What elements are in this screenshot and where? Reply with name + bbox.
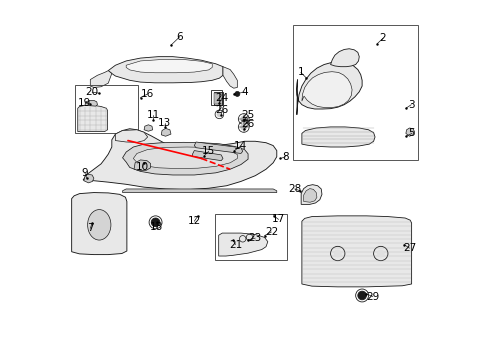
Polygon shape xyxy=(115,130,147,142)
Text: 13: 13 xyxy=(158,118,171,128)
Text: 12: 12 xyxy=(187,216,201,226)
Circle shape xyxy=(217,112,222,117)
Bar xyxy=(199,147,207,155)
Text: 28: 28 xyxy=(287,184,301,194)
Text: 17: 17 xyxy=(271,215,285,224)
Circle shape xyxy=(240,124,246,130)
Text: 29: 29 xyxy=(366,292,379,302)
Circle shape xyxy=(240,116,246,122)
Circle shape xyxy=(359,293,364,298)
Bar xyxy=(75,85,137,134)
Text: 24: 24 xyxy=(215,93,228,103)
Text: 22: 22 xyxy=(264,227,278,237)
Text: 21: 21 xyxy=(228,239,242,249)
Text: 15: 15 xyxy=(202,146,215,156)
Polygon shape xyxy=(161,129,171,136)
Text: 2: 2 xyxy=(379,33,386,43)
Polygon shape xyxy=(83,174,94,183)
Polygon shape xyxy=(218,233,267,256)
Text: 8: 8 xyxy=(282,152,288,162)
Polygon shape xyxy=(83,129,276,190)
Polygon shape xyxy=(72,193,126,255)
Text: 6: 6 xyxy=(176,32,183,41)
Text: 25: 25 xyxy=(241,111,254,121)
Text: 19: 19 xyxy=(78,98,91,108)
Polygon shape xyxy=(405,128,414,136)
Text: 23: 23 xyxy=(248,233,262,243)
Circle shape xyxy=(376,250,384,257)
Polygon shape xyxy=(301,72,351,108)
Polygon shape xyxy=(301,185,321,204)
Text: 20: 20 xyxy=(85,87,99,97)
Bar xyxy=(214,93,222,104)
Text: 5: 5 xyxy=(408,129,414,138)
Text: 9: 9 xyxy=(81,168,88,178)
Polygon shape xyxy=(296,62,362,115)
Polygon shape xyxy=(122,189,276,193)
Polygon shape xyxy=(108,57,223,83)
Circle shape xyxy=(153,220,158,225)
Circle shape xyxy=(333,250,341,257)
Polygon shape xyxy=(144,125,152,131)
Polygon shape xyxy=(303,189,316,202)
Text: 3: 3 xyxy=(407,100,414,110)
Text: 26: 26 xyxy=(241,120,254,129)
Text: 11: 11 xyxy=(146,111,160,121)
Circle shape xyxy=(234,91,239,96)
Polygon shape xyxy=(122,142,247,175)
Polygon shape xyxy=(301,127,374,147)
Polygon shape xyxy=(78,105,107,132)
Ellipse shape xyxy=(87,210,111,240)
Polygon shape xyxy=(126,59,212,73)
Text: 27: 27 xyxy=(402,243,415,253)
Polygon shape xyxy=(90,71,112,87)
Polygon shape xyxy=(85,100,97,106)
Text: 7: 7 xyxy=(87,224,93,233)
Text: 26: 26 xyxy=(215,105,228,115)
Text: 14: 14 xyxy=(234,141,247,151)
Text: 10: 10 xyxy=(136,162,148,172)
Polygon shape xyxy=(194,142,242,153)
Text: 16: 16 xyxy=(141,89,154,99)
Polygon shape xyxy=(192,150,223,161)
Polygon shape xyxy=(301,216,411,287)
Bar xyxy=(215,214,286,260)
Text: 4: 4 xyxy=(241,87,247,97)
Polygon shape xyxy=(134,160,150,171)
Polygon shape xyxy=(330,49,359,67)
Bar xyxy=(293,25,417,160)
Polygon shape xyxy=(133,147,237,168)
Circle shape xyxy=(151,218,160,226)
Text: 1: 1 xyxy=(297,67,304,77)
Bar xyxy=(210,90,222,105)
Bar xyxy=(214,92,223,105)
Text: 18: 18 xyxy=(150,222,163,231)
Circle shape xyxy=(357,291,366,300)
Polygon shape xyxy=(223,67,237,88)
